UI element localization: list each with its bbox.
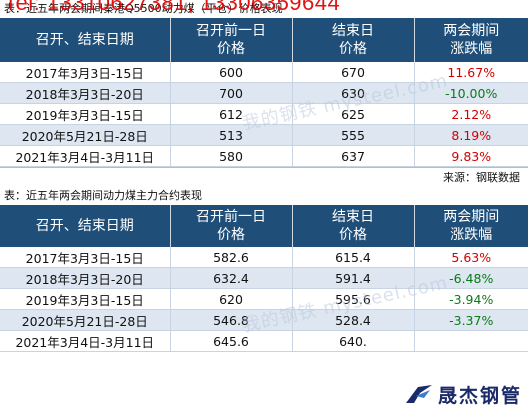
- end-price-cell: 591.4: [292, 267, 415, 289]
- change-cell: 2.12%: [414, 103, 528, 125]
- date-cell: 2019年3月3日-15日: [0, 288, 171, 310]
- table-row: 2020年5月21日-28日 513 555 8.19%: [0, 124, 528, 146]
- table1-caption-text: 表：近五年两会期间秦港Q5500动力煤（平仓）价格表现: [4, 2, 283, 15]
- end-price-cell: 595.6: [292, 288, 415, 310]
- date-cell: 2020年5月21日-28日: [0, 124, 171, 146]
- table2-header-end: 结束日 价格: [292, 205, 415, 247]
- change-cell: 11.67%: [414, 62, 528, 83]
- end-price-cell: 640.: [292, 330, 415, 352]
- logo-text: 晟杰钢管: [437, 384, 522, 407]
- before-price-cell: 582.6: [170, 247, 293, 268]
- table2-caption-text: 表：近五年两会期间动力煤主力合约表现: [4, 189, 202, 202]
- date-cell: 2021年3月4日-3月11日: [0, 145, 171, 167]
- end-price-cell: 625: [292, 103, 415, 125]
- table1-source: 来源：钢联数据: [0, 167, 528, 187]
- table1-header-before: 召开前一日 价格: [170, 18, 293, 62]
- date-cell: 2019年3月3日-15日: [0, 103, 171, 125]
- brand-logo: 晟杰钢管: [403, 382, 522, 407]
- date-cell: 2018年3月3日-20日: [0, 267, 171, 289]
- date-cell: 2017年3月3日-15日: [0, 247, 171, 268]
- before-price-cell: 645.6: [170, 330, 293, 352]
- end-price-cell: 528.4: [292, 309, 415, 331]
- before-price-cell: 700: [170, 82, 293, 104]
- change-cell: -6.48%: [414, 267, 528, 289]
- table1-header-change: 两会期间 涨跌幅: [414, 18, 528, 62]
- table-row: 2017年3月3日-15日 600 670 11.67%: [0, 62, 528, 83]
- date-cell: 2020年5月21日-28日: [0, 309, 171, 331]
- table-row: 2018年3月3日-20日 700 630 -10.00%: [0, 82, 528, 104]
- change-cell: 5.63%: [414, 247, 528, 268]
- table-row: 2019年3月3日-15日 612 625 2.12%: [0, 103, 528, 125]
- before-price-cell: 620: [170, 288, 293, 310]
- table1-caption: 表：近五年两会期间秦港Q5500动力煤（平仓）价格表现 Tel: 1331062…: [0, 0, 528, 18]
- table2: 召开、结束日期 召开前一日 价格 结束日 价格 两会期间 涨跌幅 2017年3月3日-…: [0, 205, 528, 352]
- table1: 召开、结束日期 召开前一日 价格 结束日 价格 两会期间 涨跌幅 2017年3月3日-…: [0, 18, 528, 167]
- end-price-cell: 637: [292, 145, 415, 167]
- date-cell: 2018年3月3日-20日: [0, 82, 171, 104]
- before-price-cell: 632.4: [170, 267, 293, 289]
- end-price-cell: 555: [292, 124, 415, 146]
- change-cell: -3.37%: [414, 309, 528, 331]
- before-price-cell: 513: [170, 124, 293, 146]
- table2-header-date: 召开、结束日期: [0, 205, 171, 247]
- end-price-cell: 630: [292, 82, 415, 104]
- table1-header-end: 结束日 价格: [292, 18, 415, 62]
- before-price-cell: 580: [170, 145, 293, 167]
- table-row: 2019年3月3日-15日 620 595.6 -3.94%: [0, 288, 528, 310]
- table-row: 2018年3月3日-20日 632.4 591.4 -6.48%: [0, 267, 528, 289]
- change-cell: -3.94%: [414, 288, 528, 310]
- table-row: 2021年3月4日-3月11日 645.6 640.: [0, 330, 528, 352]
- change-cell: [414, 330, 528, 352]
- date-cell: 2021年3月4日-3月11日: [0, 330, 171, 352]
- table-row: 2017年3月3日-15日 582.6 615.4 5.63%: [0, 247, 528, 268]
- before-price-cell: 612: [170, 103, 293, 125]
- table2-header-before: 召开前一日 价格: [170, 205, 293, 247]
- table2-header-change: 两会期间 涨跌幅: [414, 205, 528, 247]
- table-row: 2021年3月4日-3月11日 580 637 9.83%: [0, 145, 528, 167]
- before-price-cell: 600: [170, 62, 293, 83]
- change-cell: -10.00%: [414, 82, 528, 104]
- table-row: 2020年5月21日-28日 546.8 528.4 -3.37%: [0, 309, 528, 331]
- change-cell: 8.19%: [414, 124, 528, 146]
- end-price-cell: 615.4: [292, 247, 415, 268]
- date-cell: 2017年3月3日-15日: [0, 62, 171, 83]
- table2-caption: 表：近五年两会期间动力煤主力合约表现: [0, 187, 528, 205]
- table1-header-date: 召开、结束日期: [0, 18, 171, 62]
- end-price-cell: 670: [292, 62, 415, 83]
- before-price-cell: 546.8: [170, 309, 293, 331]
- change-cell: 9.83%: [414, 145, 528, 167]
- logo-swoosh-icon: [405, 385, 432, 403]
